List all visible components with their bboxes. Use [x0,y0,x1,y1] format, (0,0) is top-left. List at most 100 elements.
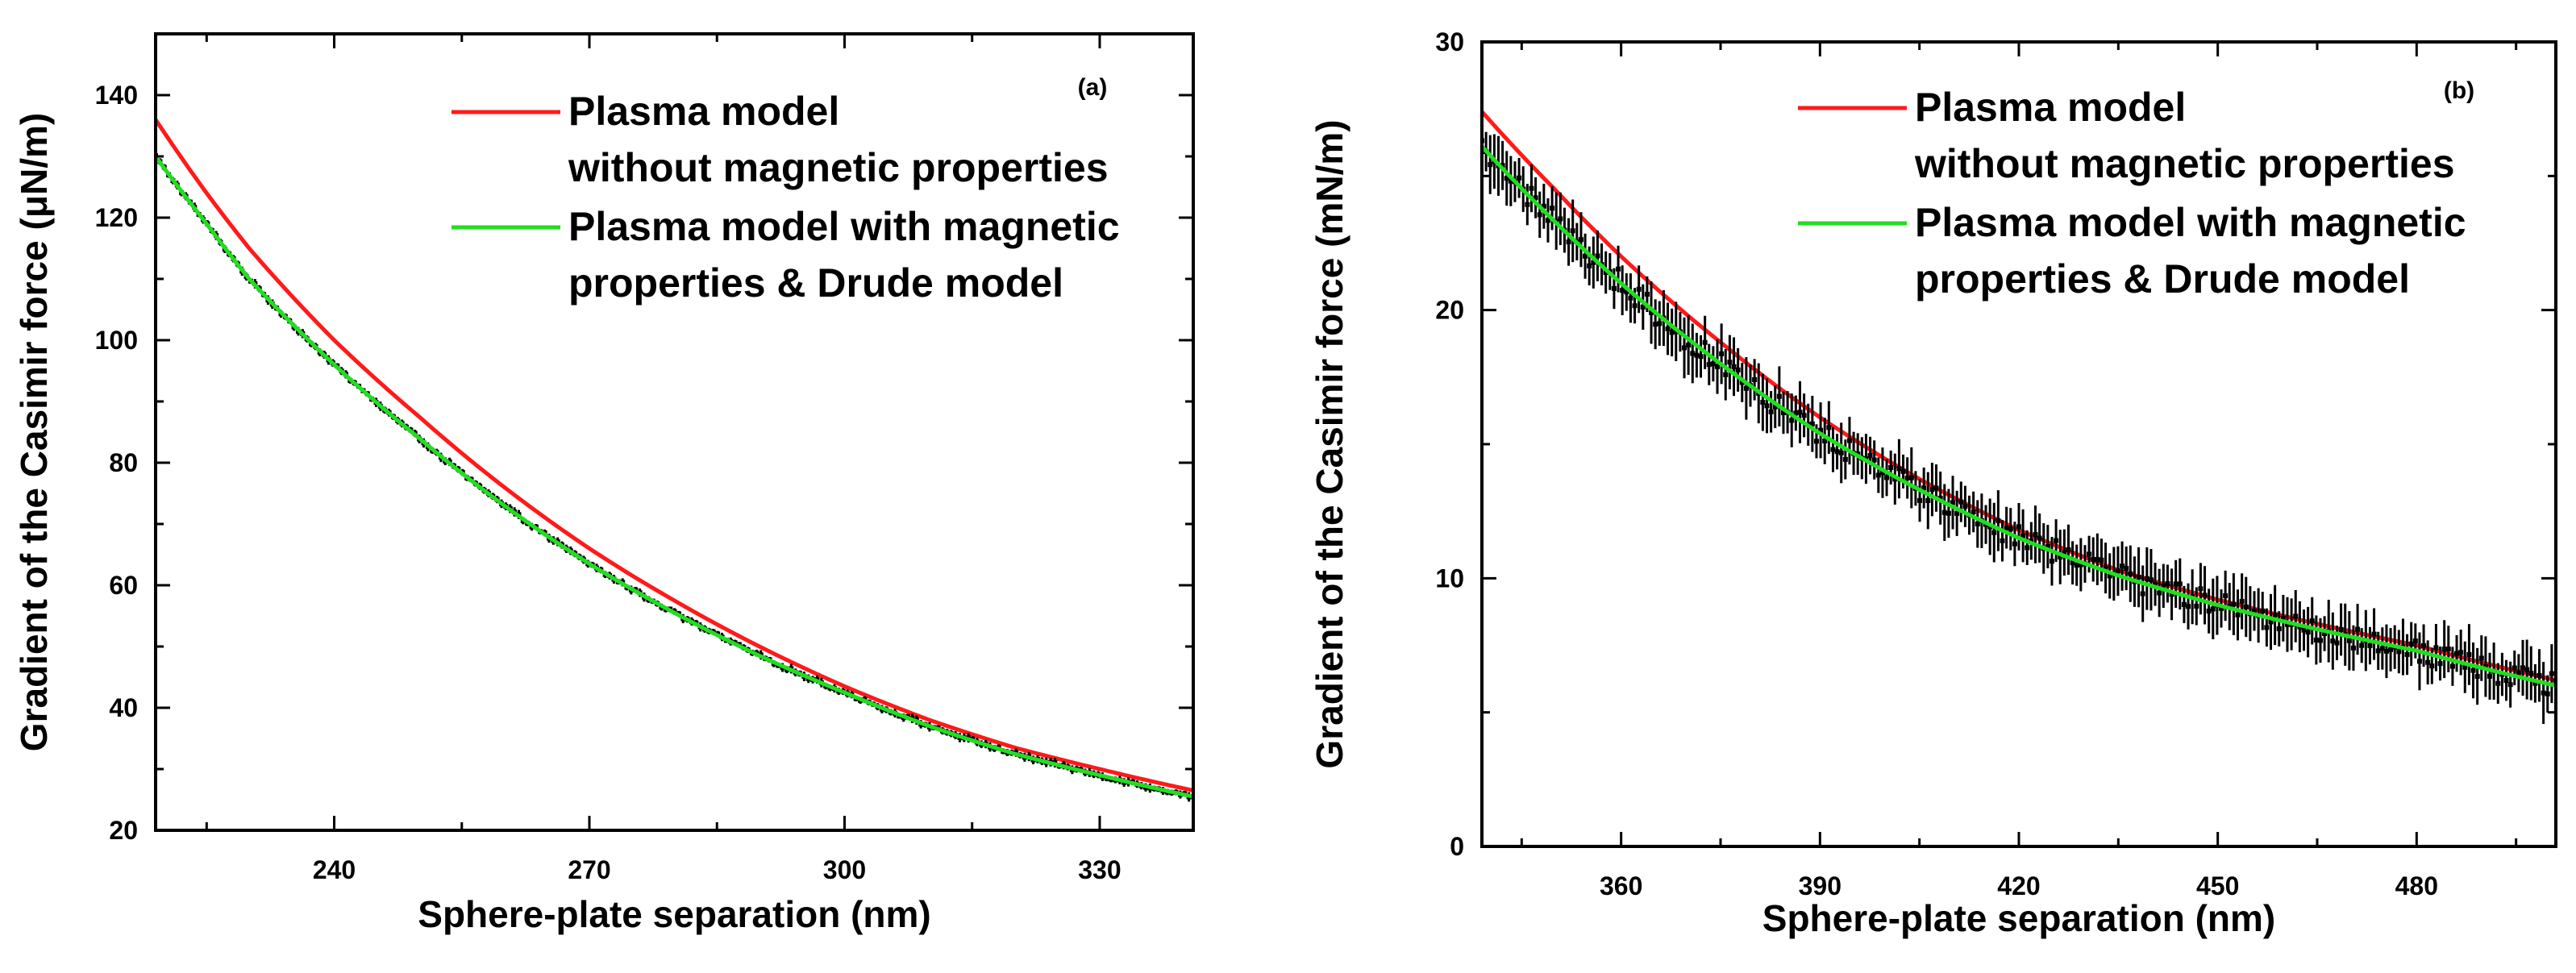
data-point [1879,470,1885,476]
data-point [1504,176,1509,181]
data-point [1801,413,1807,418]
data-point [2330,638,2336,644]
data-point [1694,352,1700,358]
data-point [1710,361,1716,367]
data-point [2317,638,2323,643]
y-axis-title: Gradient of the Casimir force (mN/m) [1309,119,1350,768]
x-axis-title: Sphere-plate separation (nm) [418,893,930,935]
data-point [2388,647,2394,652]
data-point [1760,400,1766,405]
data-point [1488,162,1493,168]
data-point [1867,453,1873,459]
data-point [2016,524,2021,530]
legend-label: Plasma model [1915,85,2186,130]
data-point [2474,674,2480,680]
data-point [2549,671,2554,676]
data-point [2186,604,2191,609]
data-point [2087,551,2092,557]
data-point [2140,591,2145,597]
data-point [2045,544,2050,550]
data-point [2062,550,2067,555]
data-point [1917,497,1923,503]
data-point [2396,649,2402,655]
x-tick-label: 390 [1799,871,1841,900]
data-point [2239,598,2245,604]
data-point [1793,410,1799,416]
data-point [2412,638,2418,644]
data-point [1838,450,1844,455]
data-point [1995,518,2001,523]
data-point [2532,680,2538,686]
legend-label: Plasma model [568,89,839,134]
data-point [2408,641,2414,647]
legend: Plasma model without magnetic properties P… [1798,85,2466,301]
data-point [1954,510,1960,516]
data-point [1888,465,1894,470]
data-point [1780,410,1786,415]
data-point [1587,263,1592,268]
x-tick-label: 240 [313,855,356,884]
y-tick-label: 80 [109,448,138,477]
data-point [2433,645,2439,651]
legend-label: Plasma model with magnetic [568,204,1120,249]
series-line-plasma-magnetic-drude [1482,145,2556,688]
data-point [2371,631,2377,637]
data-point [1611,285,1617,291]
data-point [1892,476,1898,482]
data-point [1706,362,1712,368]
data-point [2194,603,2199,609]
legend: Plasma model without magnetic properties P… [452,89,1120,306]
data-point [1830,447,1836,452]
data-point [2181,601,2187,607]
data-point [2115,568,2120,574]
data-point [2478,655,2484,661]
data-point [2466,651,2472,657]
data-point [1665,326,1671,331]
panel-label: (b) [2444,77,2474,104]
data-point [1896,466,1902,472]
data-point [1657,321,1663,326]
data-point [2124,565,2129,571]
data-point [2445,647,2451,652]
data-point [2058,554,2063,559]
data-point [2454,651,2460,656]
chart-panel-b: 360 390 420 450 480 0 10 20 30 Sphere-plate separ… [1309,27,2557,939]
data-point [2037,535,2042,541]
data-point [2219,605,2224,611]
data-point [2223,593,2229,599]
data-point [1583,253,1588,259]
data-point [1970,509,1976,515]
data-point [2350,645,2356,651]
data-point [2404,651,2410,657]
data-point [1813,439,1819,444]
data-point [1739,380,1745,385]
data-point [2346,638,2352,643]
data-point [1789,418,1795,423]
data-point [1772,404,1778,410]
data-point [1640,304,1646,310]
data-point [1871,457,1877,463]
data-point [1616,266,1621,272]
data-point [1950,500,1956,505]
data-point [1842,456,1848,462]
data-point [2210,606,2216,612]
legend-label: Plasma model with magnetic [1915,200,2466,245]
x-tick-label: 450 [2196,871,2239,900]
data-point [2025,545,2030,551]
data-point [2520,665,2526,671]
series-experimental-data [156,152,1193,802]
y-tick-label: 60 [109,571,138,600]
data-point [2458,650,2464,655]
data-point [2449,663,2455,669]
data-point [2103,565,2108,571]
data-point [2078,562,2083,568]
data-point [2462,664,2468,670]
data-point [2379,646,2385,651]
data-point [2107,573,2112,579]
chart-panel-a: 240 270 300 330 20 40 60 80 100 120 140 Sphere-plat… [13,32,1195,935]
series-line-plasma-model [1482,110,2556,683]
axes-frame [154,32,1195,832]
data-point [2231,601,2237,607]
x-axis-title: Sphere-plate separation (nm) [1762,897,2275,939]
